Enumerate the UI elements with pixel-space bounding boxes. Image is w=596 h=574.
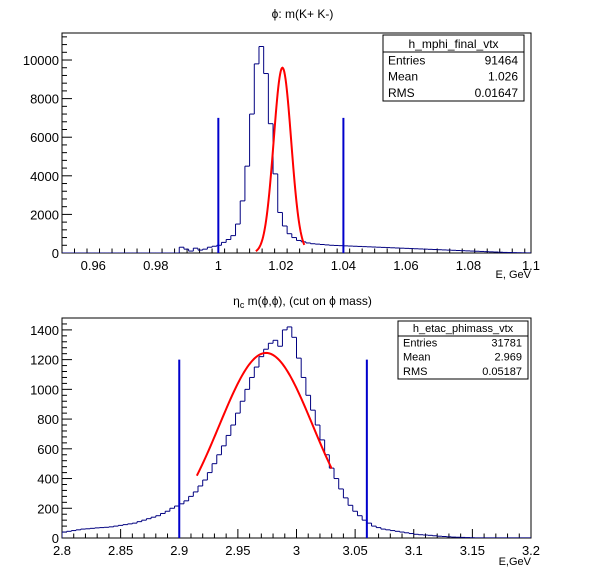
y-tick-label: 2000 bbox=[30, 207, 59, 222]
chart-panel-0: ϕ: m(K+ K-) 0.96 0.98 1 1.02 1.04 1.06 1.08 1.1 0… bbox=[23, 7, 540, 281]
chart-title-text: : m(K+ K-) bbox=[278, 7, 333, 21]
chart-title-subscript: c bbox=[240, 300, 245, 310]
y-tick-label: 10000 bbox=[23, 53, 59, 68]
x-tick-label: 3.15 bbox=[460, 543, 485, 558]
chart-panel-1: ηc m(ϕ,ϕ), (cut on ϕ mass) 2.8 2.85 2.9 2.95… bbox=[30, 294, 540, 568]
plot-frame bbox=[61, 32, 532, 254]
y-tick-label: 600 bbox=[37, 442, 59, 457]
histogram-series bbox=[62, 326, 531, 538]
fit-curve bbox=[255, 66, 306, 252]
stats-label-entries: Entries bbox=[403, 337, 438, 349]
chart-title-symbol: ϕ bbox=[272, 7, 279, 21]
x-tick-label: 3 bbox=[293, 543, 300, 558]
x-tick-label: 1 bbox=[215, 258, 222, 273]
x-tick-label: 0.96 bbox=[81, 258, 106, 273]
stats-box: h_etac_phimass_vtx Entries 31781 Mean 2.969 R… bbox=[397, 320, 529, 380]
stats-box-name: h_mphi_final_vtx bbox=[408, 37, 498, 51]
stats-label-rms: RMS bbox=[388, 86, 415, 100]
x-tick-label: 2.8 bbox=[53, 543, 71, 558]
y-tick-label: 0 bbox=[52, 246, 59, 261]
y-tick-label: 800 bbox=[37, 412, 59, 427]
y-tick-label: 0 bbox=[52, 531, 59, 546]
stats-box-frame bbox=[382, 34, 525, 102]
stats-label-mean: Mean bbox=[403, 352, 431, 364]
x-tick-label: 1.1 bbox=[522, 258, 540, 273]
x-axis-label: E, GeV bbox=[496, 269, 532, 281]
chart-title: ϕ: m(K+ K-) bbox=[272, 7, 334, 21]
chart-title-text: m(ϕ,ϕ), (cut on ϕ mass) bbox=[244, 294, 372, 308]
y-tick-label: 1400 bbox=[30, 323, 59, 338]
x-tick-label: 1.02 bbox=[268, 258, 293, 273]
x-tick-label: 2.95 bbox=[225, 543, 250, 558]
y-tick-label: 8000 bbox=[30, 92, 59, 107]
chart-title: ηc m(ϕ,ϕ), (cut on ϕ mass) bbox=[233, 294, 372, 310]
stats-value-entries: 31781 bbox=[491, 337, 522, 349]
histogram-series bbox=[62, 46, 531, 253]
stats-value-entries: 91464 bbox=[485, 53, 519, 67]
fit-curve bbox=[195, 351, 333, 477]
chart-title-symbol: η bbox=[233, 294, 240, 308]
x-tick-label: 3.2 bbox=[522, 543, 540, 558]
stats-box-name: h_etac_phimass_vtx bbox=[413, 323, 514, 335]
x-axis-label: E,GeV bbox=[499, 556, 532, 568]
x-tick-label: 2.9 bbox=[170, 543, 188, 558]
stats-label-entries: Entries bbox=[388, 53, 425, 67]
y-tick-label: 1200 bbox=[30, 353, 59, 368]
x-tick-label: 3.05 bbox=[342, 543, 367, 558]
stats-value-mean: 2.969 bbox=[494, 352, 522, 364]
y-tick-label: 200 bbox=[37, 501, 59, 516]
y-tick-label: 400 bbox=[37, 472, 59, 487]
x-tick-label: 1.08 bbox=[456, 258, 481, 273]
stats-label-mean: Mean bbox=[388, 70, 418, 84]
x-tick-label: 0.98 bbox=[143, 258, 168, 273]
x-tick-label: 1.04 bbox=[331, 258, 356, 273]
stats-value-mean: 1.026 bbox=[488, 70, 518, 84]
stats-label-rms: RMS bbox=[403, 366, 427, 378]
stats-box-frame bbox=[397, 320, 529, 380]
stats-box: h_mphi_final_vtx Entries 91464 Mean 1.026 RMS… bbox=[382, 34, 525, 102]
x-tick-label: 3.1 bbox=[405, 543, 423, 558]
y-tick-label: 6000 bbox=[30, 130, 59, 145]
stats-value-rms: 0.01647 bbox=[475, 86, 519, 100]
x-tick-label: 2.85 bbox=[108, 543, 133, 558]
x-tick-label: 1.06 bbox=[393, 258, 418, 273]
stats-value-rms: 0.05187 bbox=[482, 366, 522, 378]
y-tick-label: 4000 bbox=[30, 169, 59, 184]
y-tick-label: 1000 bbox=[30, 382, 59, 397]
